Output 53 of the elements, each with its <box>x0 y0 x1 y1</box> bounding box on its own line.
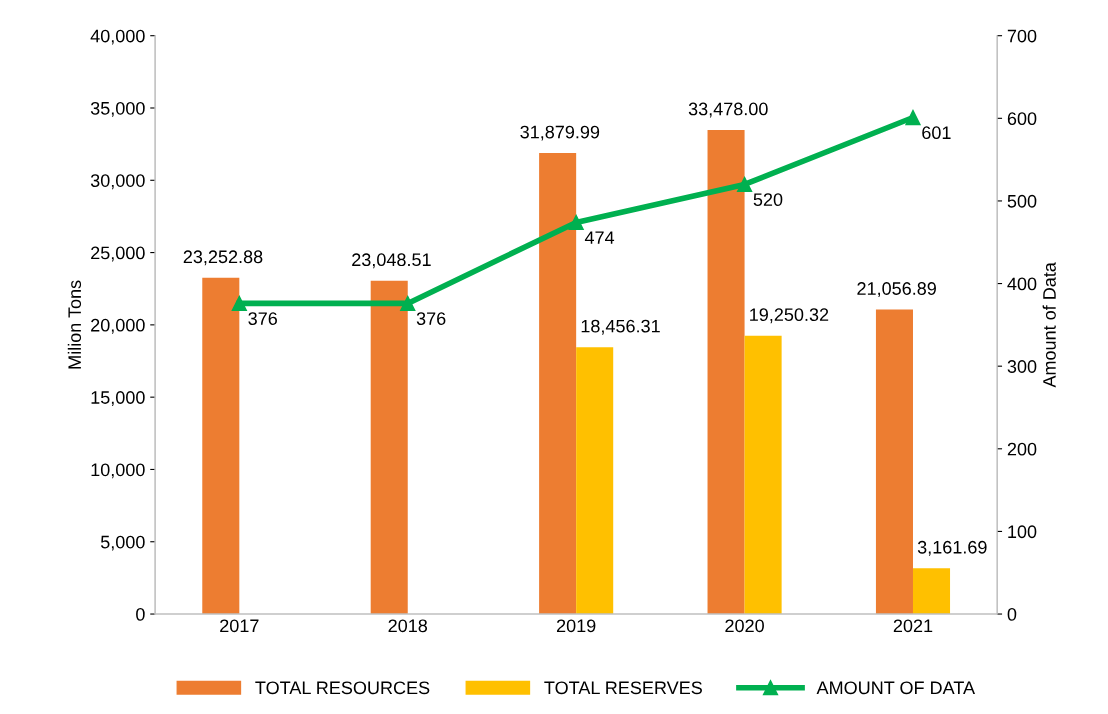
point <box>905 109 921 126</box>
data-label: 23,252.88 <box>183 250 263 266</box>
y2-tick-label: 300 <box>1007 360 1037 373</box>
y2-tick-label: 100 <box>1008 525 1037 539</box>
data-label: 18,456.31 <box>581 319 660 335</box>
data-label: 23,048.51 <box>352 253 431 269</box>
bar <box>744 335 782 615</box>
data-label: 19,250.32 <box>750 308 829 324</box>
bar <box>875 309 913 615</box>
y2-tick-label: 400 <box>1007 277 1037 291</box>
data-label: 33,478.00 <box>688 102 768 118</box>
x-tick-label: 2018 <box>388 619 428 633</box>
y-tick-label: 0 <box>136 607 145 621</box>
x-tick-label: 2017 <box>220 619 259 633</box>
y-tick-label: 10,000 <box>91 463 145 479</box>
data-label: 31,879.99 <box>520 125 600 141</box>
y-tick-label: 35,000 <box>90 101 145 117</box>
point <box>231 295 247 312</box>
y2-tick-label: 0 <box>1007 607 1017 621</box>
bar <box>370 280 408 615</box>
point <box>736 176 753 193</box>
legend-label: TOTAL RESOURCES <box>255 681 430 695</box>
y2-tick-label: 600 <box>1007 112 1037 126</box>
y2-tick-label: 700 <box>1007 29 1037 43</box>
legend-label: TOTAL RESERVES <box>544 681 702 695</box>
bar <box>707 130 745 615</box>
y-tick-label: 30,000 <box>90 174 145 190</box>
y2-tick-label: 200 <box>1007 442 1037 456</box>
point <box>568 214 584 231</box>
legend-label: AMOUNT OF DATA <box>816 681 976 695</box>
y-tick-label: 5,000 <box>100 535 145 551</box>
y2-tick-label: 500 <box>1007 194 1037 208</box>
data-label: 21,056.89 <box>857 282 936 298</box>
data-label: 376 <box>416 312 446 325</box>
data-label: 376 <box>248 312 277 325</box>
data-label: 601 <box>922 126 951 140</box>
bar <box>202 277 240 615</box>
bar <box>912 568 951 615</box>
bar <box>539 153 577 615</box>
y-tick-label: 40,000 <box>90 29 145 45</box>
point <box>400 295 416 312</box>
data-label: 474 <box>584 231 615 244</box>
x-tick-label: 2020 <box>725 619 764 633</box>
y-tick-label: 25,000 <box>91 246 145 262</box>
data-label: 3,161.69 <box>917 540 987 556</box>
bar <box>576 347 614 615</box>
x-tick-label: 2019 <box>556 619 596 633</box>
y-tick-label: 20,000 <box>91 318 145 334</box>
data-label: 520 <box>753 193 783 207</box>
y-tick-label: 15,000 <box>91 391 145 407</box>
y2-axis-title: Amount of Data <box>1042 262 1056 388</box>
x-tick-label: 2021 <box>893 619 933 633</box>
y-axis-title: Milion Tons <box>67 280 82 369</box>
